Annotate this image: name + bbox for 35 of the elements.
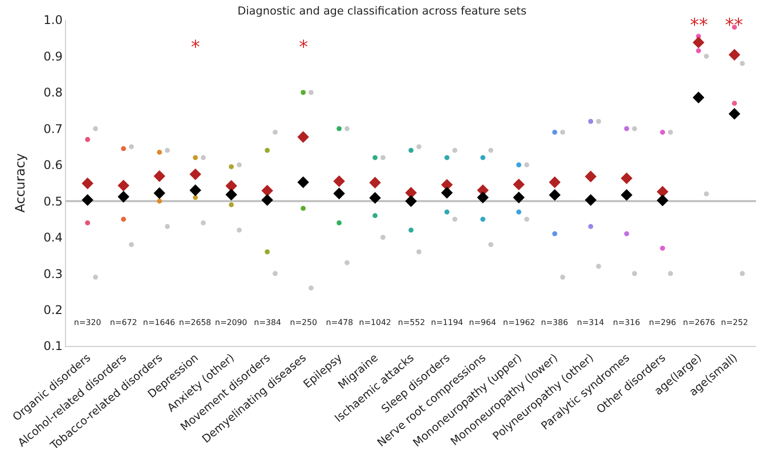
y-tick-label: 0.7 [44, 122, 63, 136]
y-tick-label: 0.6 [44, 158, 63, 172]
annotation: n=296 [649, 318, 676, 327]
y-tick-label: 0.1 [44, 339, 63, 354]
annotation: n=964 [469, 318, 496, 327]
annotation: n=672 [110, 318, 138, 327]
annotation: ** [725, 15, 743, 36]
annotation: n=1042 [359, 318, 392, 327]
annotation: n=478 [326, 318, 354, 327]
annotation: ** [690, 15, 708, 36]
chart-title: Diagnostic and age classification across feature sets [238, 4, 527, 18]
annotation: * [299, 37, 308, 58]
annotation: n=250 [290, 318, 318, 327]
y-tick-label: 0.3 [44, 266, 63, 281]
annotation: n=384 [254, 318, 282, 327]
y-tick-label: 0.9 [44, 49, 63, 64]
annotation: n=314 [577, 318, 604, 327]
annotation: n=1646 [143, 318, 176, 327]
y-tick-label: 1.0 [44, 13, 63, 28]
annotation: n=1962 [503, 318, 536, 327]
y-tick-label: 0.8 [44, 86, 63, 100]
annotation: n=320 [74, 318, 102, 327]
annotation: n=316 [613, 318, 640, 327]
annotation: n=2658 [179, 318, 212, 327]
annotation: n=386 [541, 318, 568, 327]
y-tick-label: 0.5 [44, 194, 63, 208]
annotation: n=552 [398, 318, 426, 327]
y-tick-label: 0.2 [44, 302, 63, 317]
annotation: n=2090 [215, 318, 248, 327]
y-tick-label: 0.4 [44, 230, 63, 245]
y-axis-title: Accuracy [13, 153, 28, 213]
annotation: * [191, 37, 200, 58]
annotation: n=1194 [431, 318, 464, 327]
annotation: n=2676 [683, 318, 716, 327]
annotation: n=252 [721, 318, 748, 327]
